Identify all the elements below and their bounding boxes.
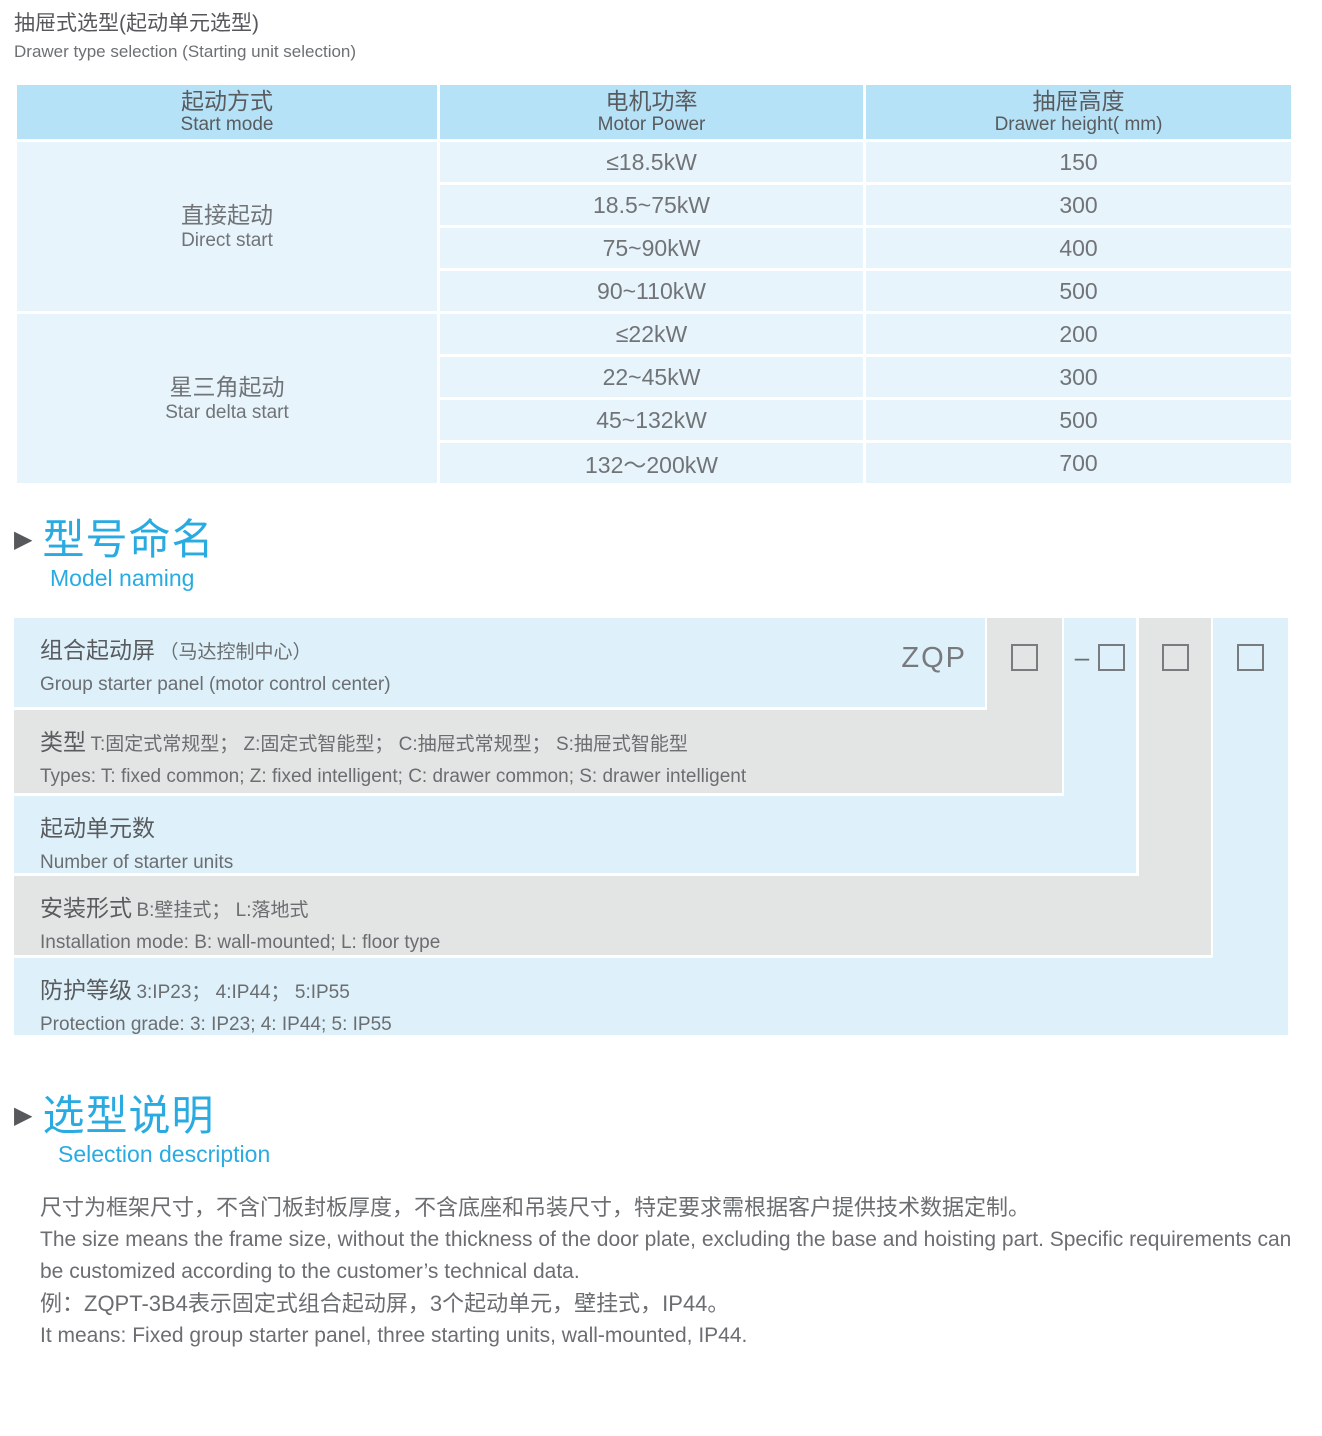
model-prefix: ZQP <box>901 642 967 674</box>
description-example-en: It means: Fixed group starter panel, thr… <box>40 1324 748 1347</box>
table-row: 18.5~75kW 300 <box>17 185 1291 225</box>
star-delta-start-zh: 星三角起动 <box>169 373 285 400</box>
selection-description-body: 尺寸为框架尺寸，不含门板封板厚度，不含底座和吊装尺寸，特定要求需根据客户提供技术… <box>40 1192 1294 1352</box>
row-label-zh-detail: （马达控制中心） <box>159 642 312 663</box>
power-cell: ≤22kW <box>440 314 863 354</box>
power-cell: 45~132kW <box>440 400 863 440</box>
power-cell: 18.5~75kW <box>440 185 863 225</box>
row-label-zh: 类型 <box>40 729 86 755</box>
height-cell: 700 <box>866 443 1291 483</box>
diagram-row-protection-grade: 防护等级 3:IP23； 4:IP44； 5:IP55 Protection g… <box>14 958 1288 1035</box>
model-naming-diagram: – 组合起动屏 （马达控制中心） Group starter panel (mo… <box>14 618 1288 1035</box>
power-cell: 90~110kW <box>440 271 863 311</box>
header-motor-power-en: Motor Power <box>597 114 706 135</box>
table-row: 22~45kW 300 <box>17 357 1291 397</box>
header-drawer-height-zh: 抽屉高度 <box>1032 88 1125 114</box>
height-cell: 200 <box>866 314 1291 354</box>
start-mode-direct-cell: 直接起动 Direct start <box>17 142 437 311</box>
row-label-zh: 安装形式 <box>40 895 132 921</box>
page-title-zh: 抽屉式选型(起动单元选型) <box>14 12 259 35</box>
row-label-en: Protection grade: 3: IP23; 4: IP44; 5: I… <box>40 1014 392 1035</box>
power-cell: 132～200kW <box>440 443 863 483</box>
header-motor-power-zh: 电机功率 <box>605 88 698 114</box>
section-arrow-icon: ▶ <box>14 1102 33 1129</box>
start-mode-star-delta-cell: 星三角起动 Star delta start <box>17 314 437 483</box>
table-row: 45~132kW 500 <box>17 400 1291 440</box>
selection-description-heading: ▶ 选型说明 Selection description <box>14 1092 270 1168</box>
power-cell: 22~45kW <box>440 357 863 397</box>
height-cell: 300 <box>866 357 1291 397</box>
model-naming-heading-zh: 型号命名 <box>42 516 215 563</box>
height-cell: 500 <box>866 400 1291 440</box>
model-naming-heading-en: Model naming <box>50 565 195 591</box>
model-naming-heading: ▶ 型号命名 Model naming <box>14 516 214 592</box>
model-code-dash: – <box>1074 642 1090 672</box>
header-start-mode-en: Start mode <box>180 114 274 135</box>
row-label-zh: 起动单元数 <box>40 815 155 841</box>
table-row: 星三角起动 Star delta start ≤22kW 200 <box>17 314 1291 483</box>
table-row: 90~110kW 500 <box>17 271 1291 311</box>
power-cell: ≤18.5kW <box>440 142 863 182</box>
model-digit-box <box>1098 644 1126 671</box>
row-label-en: Number of starter units <box>40 852 234 873</box>
table-header-row: 起动方式 Start mode 电机功率 Motor Power 抽屉高度 Dr… <box>17 85 1291 139</box>
model-digit-box <box>1161 644 1189 671</box>
row-label-zh: 组合起动屏 <box>40 637 155 663</box>
diagram-row-installation-mode: 安装形式 B:壁挂式； L:落地式 Installation mode: B: … <box>14 876 1211 955</box>
header-drawer-height-en: Drawer height( mm) <box>994 114 1163 135</box>
direct-start-zh: 直接起动 <box>181 201 273 228</box>
selection-description-heading-zh: 选型说明 <box>42 1092 215 1139</box>
row-label-zh-detail: T:固定式常规型； Z:固定式智能型； C:抽屉式常规型； S:抽屉式智能型 <box>90 734 688 755</box>
star-delta-start-en: Star delta start <box>165 401 289 423</box>
drawer-selection-table: 起动方式 Start mode 电机功率 Motor Power 抽屉高度 Dr… <box>14 82 1294 486</box>
row-label-en: Group starter panel (motor control cente… <box>40 674 391 695</box>
header-drawer-height: 抽屉高度 Drawer height( mm) <box>866 85 1291 139</box>
height-cell: 500 <box>866 271 1291 311</box>
row-label-zh-detail: 3:IP23； 4:IP44； 5:IP55 <box>136 982 350 1003</box>
row-label-zh-detail: B:壁挂式； L:落地式 <box>136 900 309 921</box>
diagram-row-types: 类型 T:固定式常规型； Z:固定式智能型； C:抽屉式常规型； S:抽屉式智能… <box>14 710 1062 793</box>
row-label-en: Types: T: fixed common; Z: fixed intelli… <box>40 766 747 787</box>
page-title: 抽屉式选型(起动单元选型) Drawer type selection (Sta… <box>14 10 356 64</box>
table-row: 直接起动 Direct start ≤18.5kW 150 <box>17 142 1291 311</box>
diagram-row-starter-units: 起动单元数 Number of starter units <box>14 796 1136 873</box>
height-cell: 300 <box>866 185 1291 225</box>
direct-start-en: Direct start <box>181 229 273 251</box>
header-start-mode-zh: 起动方式 <box>181 88 273 114</box>
table-row: 132～200kW 700 <box>17 443 1291 483</box>
section-arrow-icon: ▶ <box>14 526 33 553</box>
description-paragraph-en: The size means the frame size, without t… <box>40 1228 1292 1283</box>
description-paragraph-zh: 尺寸为框架尺寸，不含门板封板厚度，不含底座和吊装尺寸，特定要求需根据客户提供技术… <box>40 1195 1031 1220</box>
row-label-en: Installation mode: B: wall-mounted; L: f… <box>40 932 441 953</box>
header-motor-power: 电机功率 Motor Power <box>440 85 863 139</box>
height-cell: 150 <box>866 142 1291 182</box>
model-digit-box <box>1011 644 1038 671</box>
height-cell: 400 <box>866 228 1291 268</box>
row-label-zh: 防护等级 <box>40 977 132 1003</box>
table-row: 75~90kW 400 <box>17 228 1291 268</box>
header-start-mode: 起动方式 Start mode <box>17 85 437 139</box>
description-example-zh: 例：ZQPT-3B4表示固定式组合起动屏，3个起动单元，壁挂式，IP44。 <box>40 1291 730 1316</box>
model-digit-box <box>1237 644 1264 671</box>
page-title-en: Drawer type selection (Starting unit sel… <box>14 42 357 61</box>
selection-description-heading-en: Selection description <box>58 1141 271 1167</box>
power-cell: 75~90kW <box>440 228 863 268</box>
diagram-row-group-starter-panel: 组合起动屏 （马达控制中心） Group starter panel (moto… <box>14 618 985 707</box>
